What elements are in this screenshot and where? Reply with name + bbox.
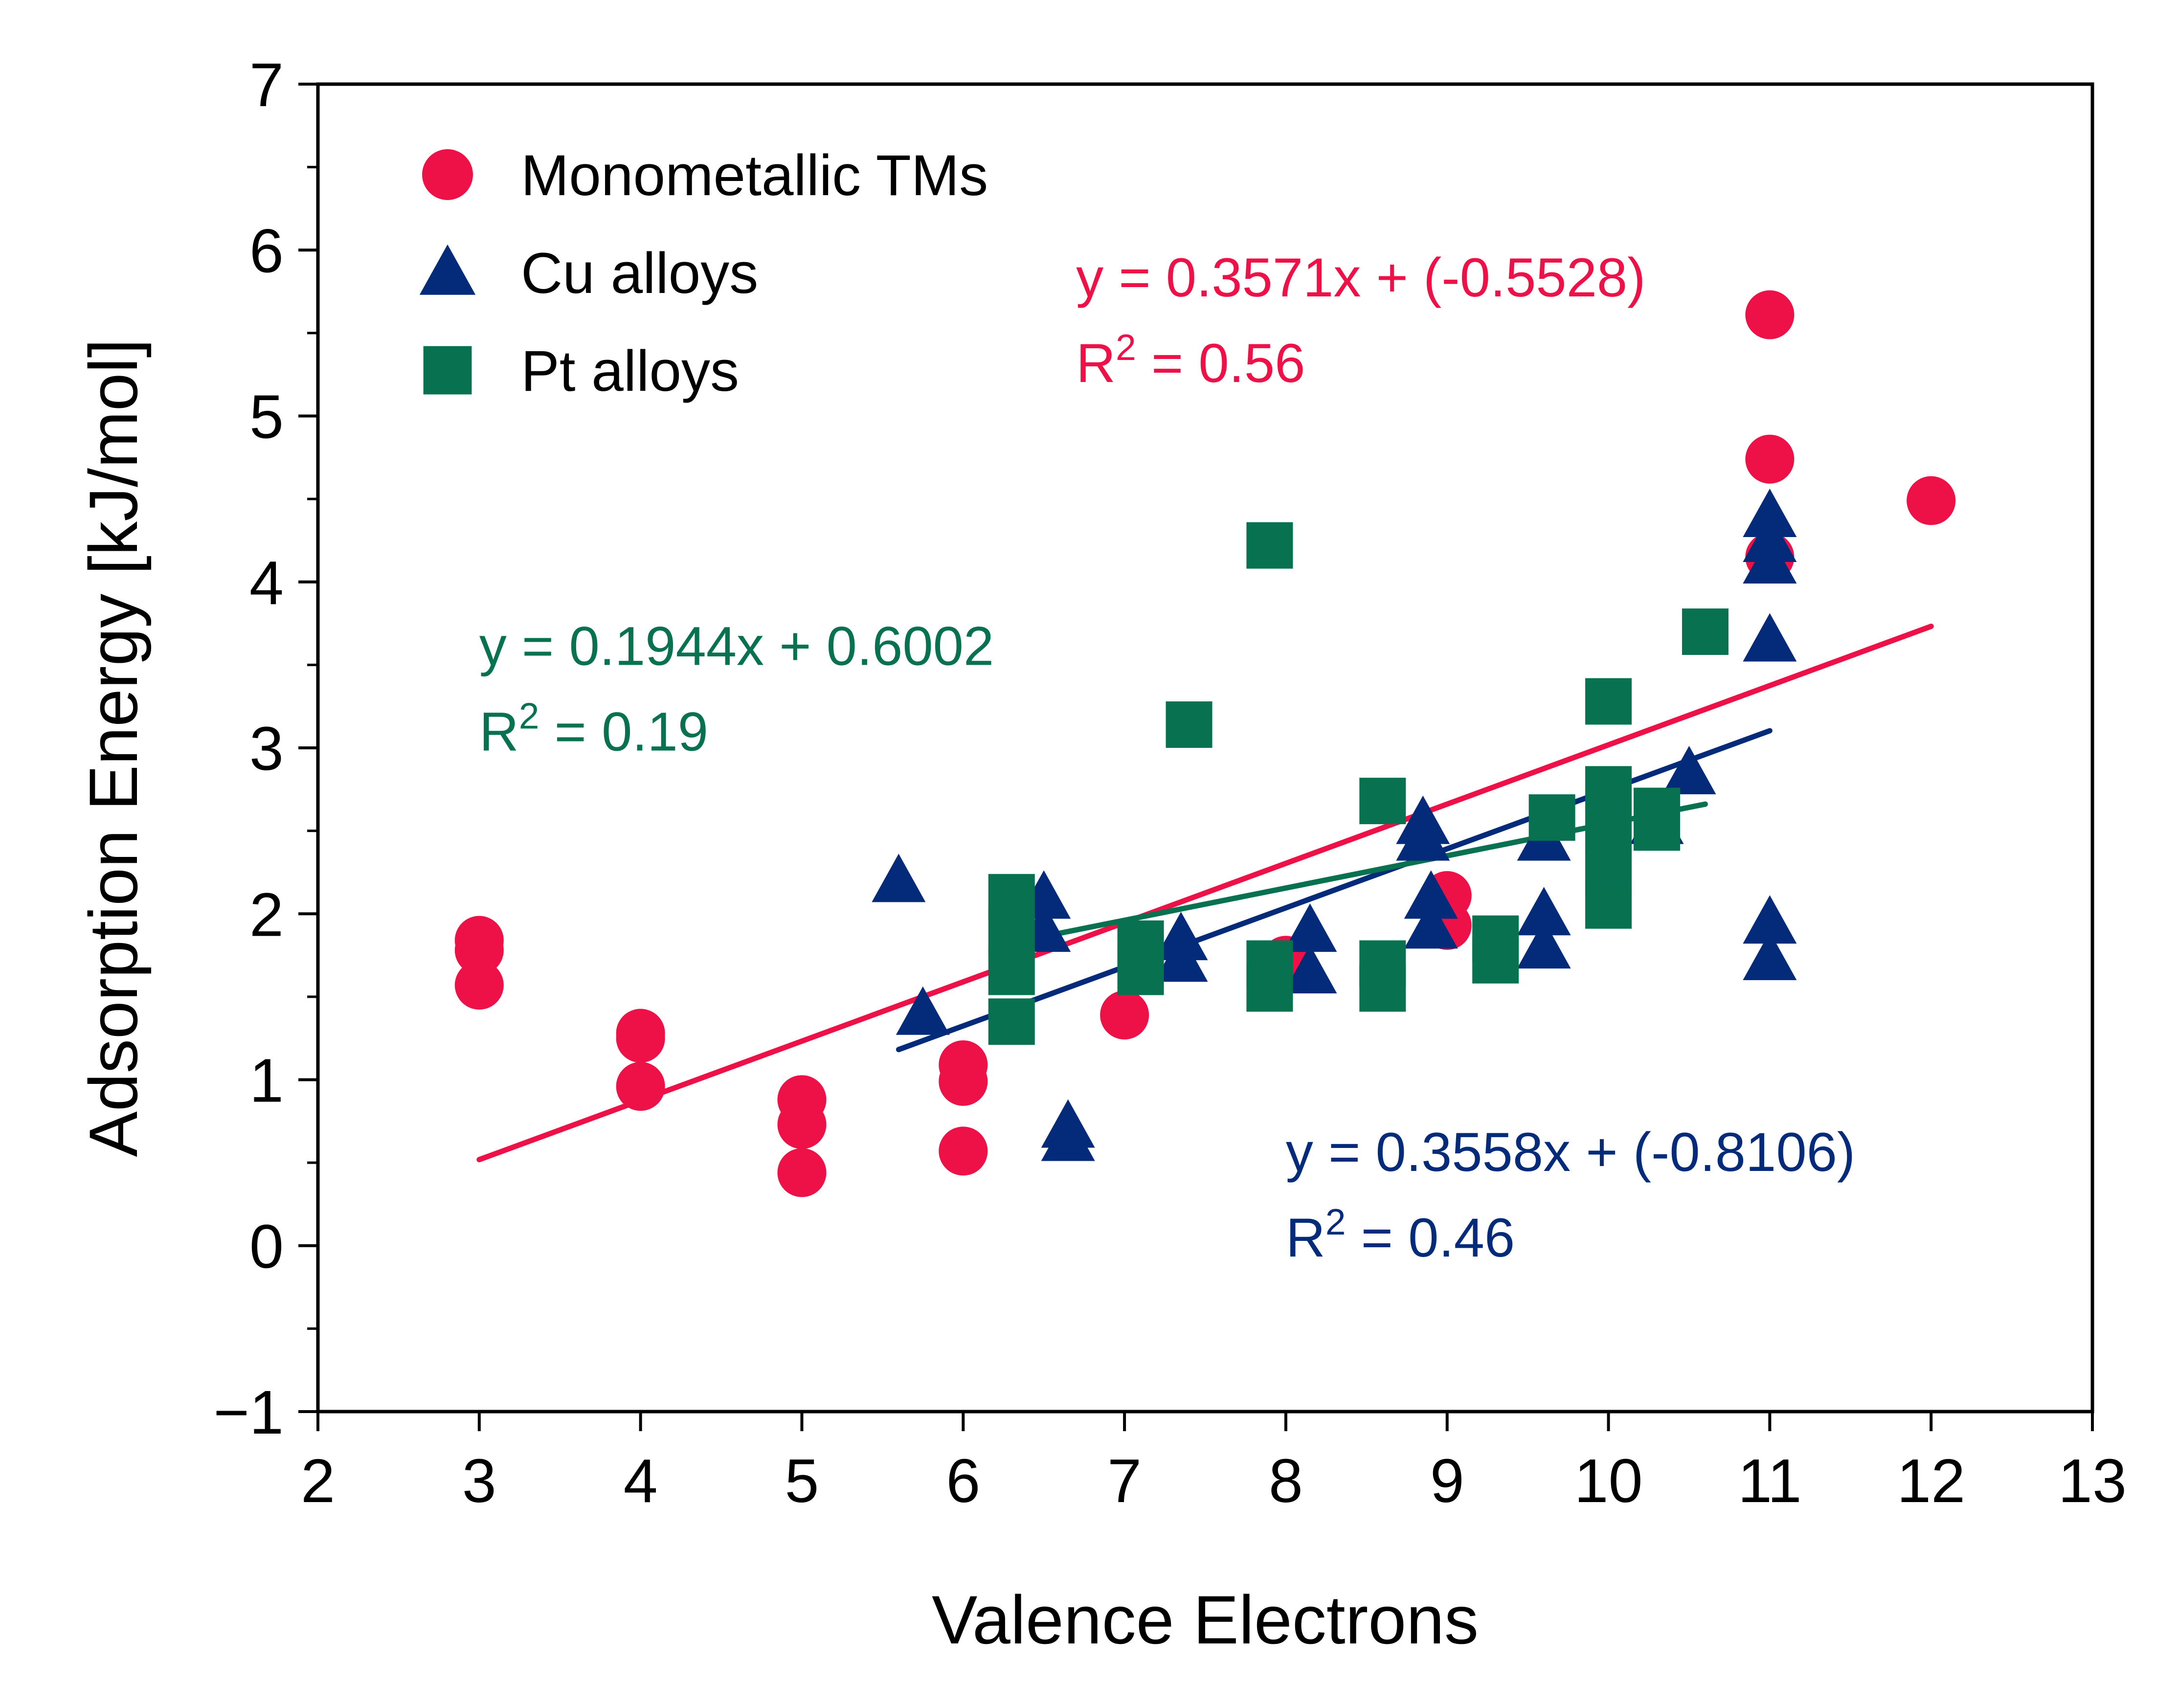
square-point bbox=[1166, 701, 1212, 748]
circle-point bbox=[939, 1056, 988, 1106]
square-point bbox=[1117, 948, 1164, 995]
y-tick-label: 1 bbox=[249, 1046, 284, 1115]
legend-circle-icon bbox=[422, 149, 473, 200]
data-markers bbox=[454, 290, 1956, 1197]
square-point bbox=[1585, 882, 1632, 929]
y-tick-labels: −1 0 1 2 3 4 5 6 7 bbox=[213, 50, 284, 1447]
square-point bbox=[1359, 778, 1406, 825]
square-point bbox=[1633, 804, 1680, 851]
triangle-point bbox=[1283, 944, 1337, 993]
circle-point bbox=[1745, 434, 1795, 484]
y-tick-label: 6 bbox=[249, 216, 284, 285]
triangle-point bbox=[1041, 1112, 1095, 1161]
square-point bbox=[1359, 965, 1406, 1012]
square-point bbox=[988, 948, 1035, 995]
circle-point bbox=[616, 1013, 665, 1063]
triangle-point bbox=[1154, 933, 1208, 982]
square-point bbox=[1585, 808, 1632, 854]
triangle-point bbox=[1404, 900, 1458, 949]
triangle-point bbox=[872, 854, 926, 902]
triangle-point bbox=[1743, 535, 1797, 584]
square-point bbox=[988, 998, 1035, 1045]
x-axis-title: Valence Electrons bbox=[932, 1581, 1479, 1658]
x-tick-label: 10 bbox=[1574, 1446, 1642, 1515]
legend: Monometallic TMs Cu alloys Pt alloys bbox=[419, 143, 988, 404]
triangle-point bbox=[1283, 903, 1337, 952]
circle-point bbox=[1907, 476, 1956, 525]
trend-line bbox=[476, 624, 1934, 1163]
x-tick-label: 7 bbox=[1107, 1446, 1142, 1515]
square-point bbox=[1585, 678, 1632, 725]
y-tick-label: −1 bbox=[213, 1378, 284, 1447]
x-tick-label: 5 bbox=[785, 1446, 819, 1515]
fit-equation-text: y = 0.3558x + (-0.8106) bbox=[1286, 1122, 1855, 1183]
x-tick-label: 11 bbox=[1738, 1446, 1802, 1515]
square-point bbox=[1472, 937, 1519, 984]
triangle-point bbox=[1396, 812, 1450, 861]
square-point bbox=[1246, 522, 1293, 569]
x-tick-label: 12 bbox=[1897, 1446, 1965, 1515]
x-tick-label: 8 bbox=[1269, 1446, 1303, 1515]
triangle-point bbox=[1743, 489, 1797, 538]
square-point bbox=[988, 907, 1035, 954]
y-tick-label: 3 bbox=[249, 714, 284, 783]
triangle-point bbox=[1743, 613, 1797, 662]
triangle-point bbox=[1743, 895, 1797, 944]
circle-point bbox=[454, 961, 504, 1010]
y-tick-label: 0 bbox=[249, 1212, 284, 1281]
legend-label: Cu alloys bbox=[521, 241, 758, 306]
triangle-point bbox=[1517, 887, 1571, 936]
x-tick-label: 2 bbox=[301, 1446, 335, 1515]
circle-point bbox=[1745, 290, 1795, 339]
legend-square-icon bbox=[423, 346, 472, 395]
fit-equations: y = 0.3571x + (-0.5528) R2 = 0.56 y = 0.19… bbox=[479, 247, 1855, 1268]
y-tick-label: 4 bbox=[249, 548, 284, 617]
fit-equation-text: y = 0.3571x + (-0.5528) bbox=[1076, 247, 1645, 308]
legend-label: Monometallic TMs bbox=[521, 143, 988, 208]
legend-label: Pt alloys bbox=[521, 339, 739, 404]
circle-point bbox=[939, 1126, 988, 1176]
x-tick-label: 6 bbox=[946, 1446, 980, 1515]
square-point bbox=[1682, 608, 1729, 655]
circle-point bbox=[616, 1062, 665, 1111]
r-squared-text: R2 = 0.56 bbox=[1076, 327, 1305, 394]
triangle-point bbox=[1517, 920, 1571, 969]
y-axis-title: Adsorption Energy [kJ/mol] bbox=[75, 339, 152, 1157]
y-tick-label: 2 bbox=[249, 880, 284, 949]
x-tick-labels: 2 3 4 5 6 7 8 9 10 11 12 13 bbox=[301, 1446, 2127, 1515]
y-tick-label: 5 bbox=[249, 382, 284, 451]
triangle-point bbox=[1743, 931, 1797, 980]
circle-point bbox=[777, 1100, 827, 1149]
triangle-point bbox=[896, 986, 950, 1035]
axis-ticks bbox=[298, 83, 2094, 1431]
x-tick-label: 4 bbox=[624, 1446, 658, 1515]
square-point bbox=[1585, 766, 1632, 813]
r-squared-text: R2 = 0.19 bbox=[479, 695, 708, 762]
square-point bbox=[1528, 794, 1575, 841]
square-point bbox=[1246, 965, 1293, 1012]
triangle-point bbox=[1404, 870, 1458, 919]
x-tick-label: 13 bbox=[2058, 1446, 2127, 1515]
circle-point bbox=[777, 1148, 827, 1197]
y-tick-label: 7 bbox=[249, 50, 284, 119]
x-tick-label: 9 bbox=[1430, 1446, 1464, 1515]
legend-triangle-icon bbox=[419, 244, 476, 295]
x-tick-label: 3 bbox=[462, 1446, 496, 1515]
r-squared-text: R2 = 0.46 bbox=[1286, 1201, 1515, 1268]
circle-point bbox=[1100, 990, 1149, 1040]
fit-equation-text: y = 0.1944x + 0.6002 bbox=[479, 615, 994, 676]
triangle-point bbox=[1662, 745, 1716, 794]
circle-point bbox=[454, 925, 504, 975]
